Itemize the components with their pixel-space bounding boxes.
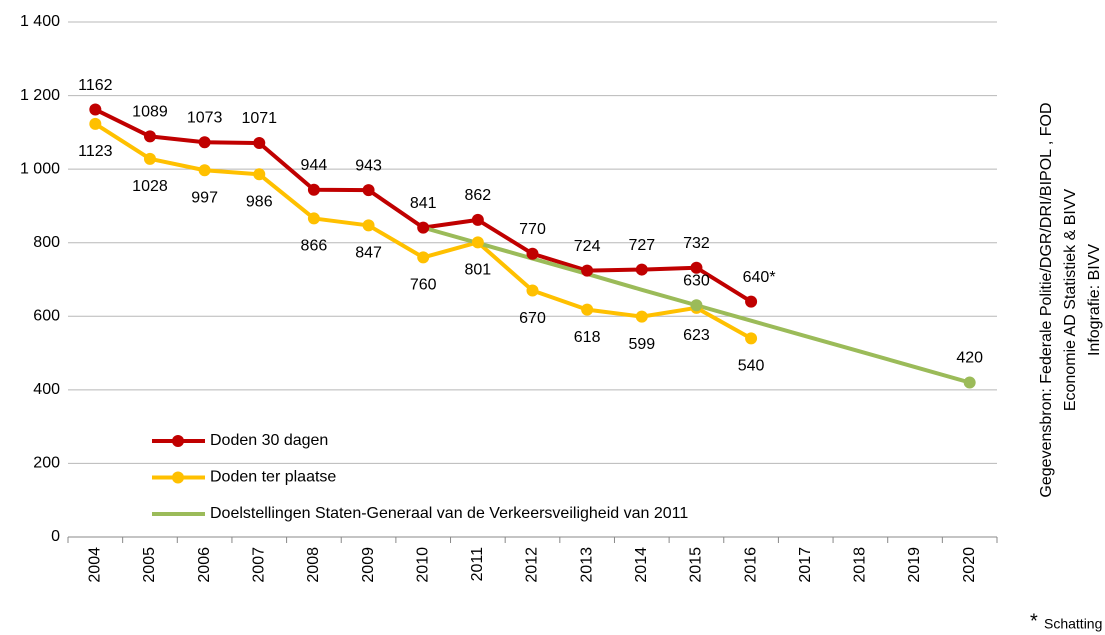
data-label: 944 <box>301 157 328 174</box>
data-point <box>963 376 976 389</box>
y-tick-label: 1 400 <box>20 13 60 30</box>
footnote-mark: * <box>1030 610 1038 632</box>
source-line: Gegevensbron: Federale Politie/DGR/DRI/B… <box>1038 102 1055 497</box>
data-point <box>635 310 648 323</box>
y-tick-label: 200 <box>33 455 60 472</box>
data-label: 1073 <box>187 110 223 127</box>
data-point <box>143 152 156 165</box>
x-tick-label: 2005 <box>141 547 158 583</box>
data-label: 1123 <box>78 143 113 160</box>
x-tick-label: 2011 <box>469 547 486 582</box>
x-tick-label: 2014 <box>633 547 650 583</box>
footnote-text: Schatting <box>1044 616 1102 632</box>
legend-marker <box>172 471 184 484</box>
data-point <box>745 295 758 308</box>
x-tick-label: 2018 <box>852 547 869 583</box>
data-label: 618 <box>574 329 601 346</box>
x-tick-label: 2010 <box>414 547 431 583</box>
data-point <box>581 264 594 277</box>
data-label: 599 <box>628 336 655 353</box>
data-point <box>417 251 430 264</box>
data-label: 732 <box>683 235 710 252</box>
data-point <box>745 332 758 345</box>
data-point <box>143 130 156 143</box>
data-label: 724 <box>574 238 601 255</box>
data-point <box>690 299 703 312</box>
legend-label: Doelstellingen Staten-Generaal van de Ve… <box>210 505 688 522</box>
data-point <box>417 221 430 234</box>
data-label: 1028 <box>132 178 168 195</box>
data-label: 640* <box>743 269 776 286</box>
data-point <box>253 137 266 150</box>
data-point <box>89 103 102 116</box>
data-point <box>253 168 266 181</box>
x-tick-label: 2013 <box>578 547 595 583</box>
data-label: 1071 <box>241 110 277 127</box>
data-point <box>526 284 539 297</box>
data-point <box>307 183 320 196</box>
data-point <box>581 303 594 316</box>
data-label: 847 <box>355 245 382 262</box>
x-tick-label: 2006 <box>196 547 213 583</box>
data-label: 630 <box>683 272 710 289</box>
data-point <box>526 247 539 260</box>
y-tick-label: 0 <box>51 528 60 545</box>
x-tick-label: 2016 <box>742 547 759 583</box>
data-point <box>89 117 102 130</box>
data-label: 727 <box>628 237 655 254</box>
data-label: 1162 <box>78 77 113 94</box>
data-label: 760 <box>410 277 437 294</box>
data-label: 997 <box>191 189 218 206</box>
data-label: 801 <box>465 262 492 279</box>
legend-label: Doden ter plaatse <box>210 469 336 486</box>
x-tick-label: 2012 <box>524 547 541 583</box>
source-line: Infografie: BIVV <box>1086 244 1103 356</box>
data-label: 943 <box>355 157 382 174</box>
y-tick-label: 1 000 <box>20 160 60 177</box>
data-label: 862 <box>465 187 492 204</box>
data-point <box>362 219 375 232</box>
x-tick-label: 2017 <box>797 547 814 583</box>
data-point <box>198 164 211 177</box>
x-tick-label: 2009 <box>360 547 377 583</box>
data-label: 841 <box>410 195 437 212</box>
data-label: 986 <box>246 194 273 211</box>
x-tick-label: 2019 <box>906 547 923 583</box>
x-tick-label: 2015 <box>688 547 705 583</box>
data-point <box>635 263 648 276</box>
y-tick-label: 600 <box>33 308 60 325</box>
data-point <box>362 184 375 197</box>
data-point <box>690 261 703 274</box>
data-label: 420 <box>956 350 983 367</box>
x-tick-label: 2004 <box>87 547 104 583</box>
data-label: 770 <box>519 221 546 238</box>
data-label: 866 <box>301 238 328 255</box>
data-point <box>198 136 211 149</box>
legend-marker <box>172 435 184 447</box>
y-tick-label: 800 <box>33 234 60 251</box>
y-tick-label: 1 200 <box>20 87 60 104</box>
legend-label: Doden 30 dagen <box>210 432 328 449</box>
data-label: 540 <box>738 358 765 375</box>
x-tick-label: 2008 <box>305 547 322 583</box>
data-label: 670 <box>519 310 546 327</box>
y-tick-label: 400 <box>33 381 60 398</box>
data-point <box>471 213 484 226</box>
data-point <box>471 236 484 249</box>
source-note: Gegevensbron: Federale Politie/DGR/DRI/B… <box>1038 102 1103 497</box>
source-line: Economie AD Statistiek & BIVV <box>1062 189 1079 412</box>
data-label: 623 <box>683 327 710 344</box>
data-point <box>307 212 320 225</box>
x-tick-label: 2007 <box>250 547 267 583</box>
x-tick-label: 2020 <box>961 547 978 583</box>
data-label: 1089 <box>132 104 168 121</box>
